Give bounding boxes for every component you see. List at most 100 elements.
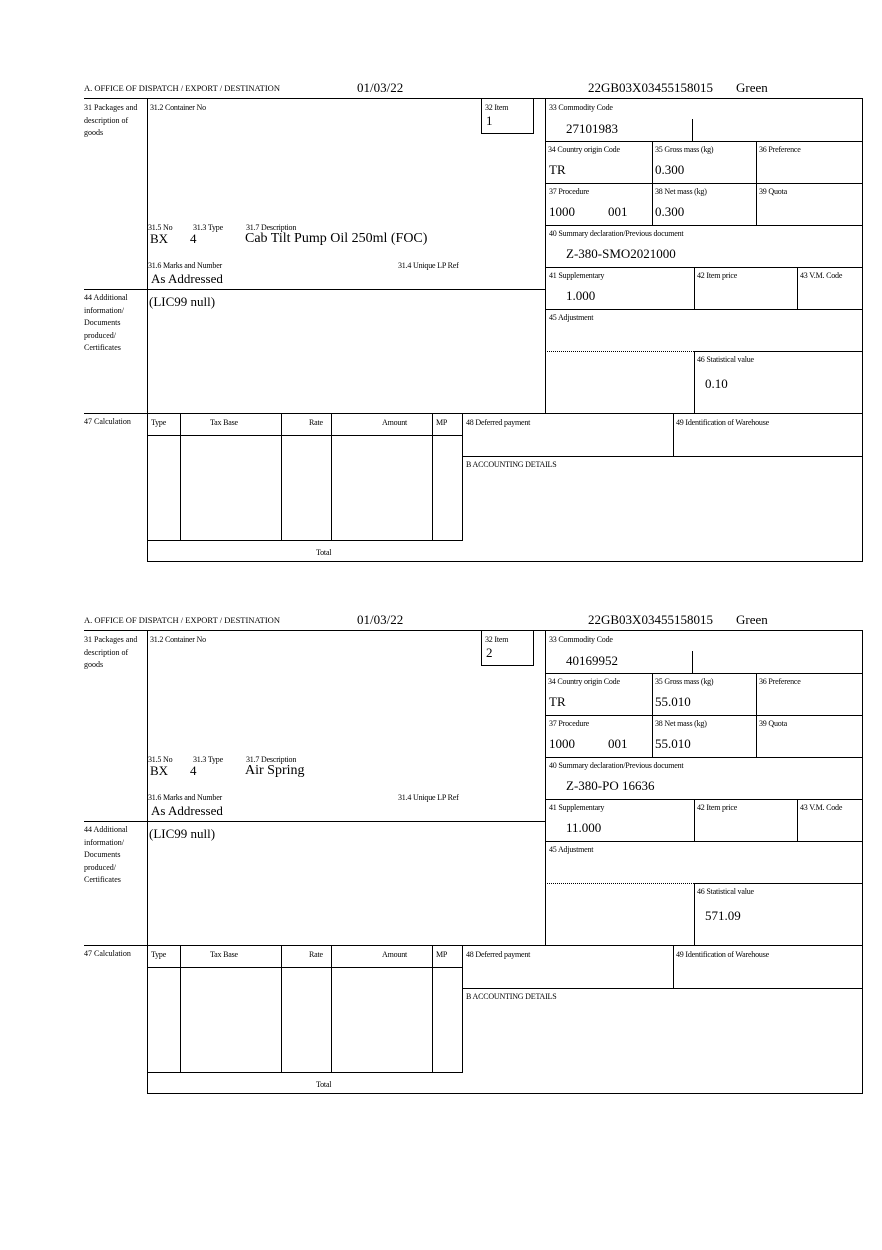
rule <box>694 883 695 945</box>
rule <box>147 1072 463 1073</box>
rule <box>694 351 863 352</box>
rule <box>545 267 863 268</box>
office-label: A. OFFICE OF DISPATCH / EXPORT / DESTINA… <box>84 615 280 625</box>
rule <box>147 967 463 968</box>
rule <box>147 435 463 436</box>
rule <box>545 841 863 842</box>
warehouse-id-label: 49 Identification of Warehouse <box>676 418 769 427</box>
rule <box>545 757 863 758</box>
box47-label: 47 Calculation <box>84 949 131 958</box>
quota-label: 39 Quota <box>759 187 787 196</box>
package-type-value: 4 <box>190 763 197 778</box>
previous-document-value: Z-380-SMO2021000 <box>566 246 676 261</box>
calc-amount-header: Amount <box>382 950 408 959</box>
box47-label: 47 Calculation <box>84 417 131 426</box>
description-label: 31.7 Description <box>246 755 297 764</box>
rule <box>481 133 534 134</box>
item-price-label: 42 Item price <box>697 803 738 812</box>
adjustment-label: 45 Adjustment <box>549 313 594 322</box>
item-value: 1 <box>486 113 493 128</box>
additional-info-value: (LIC99 null) <box>149 294 216 309</box>
calc-total-label: Total <box>316 548 332 557</box>
rule <box>147 98 148 562</box>
rule <box>147 561 863 562</box>
net-mass-label: 38 Net mass (kg) <box>655 719 707 728</box>
rule <box>692 651 693 673</box>
rule <box>545 351 694 352</box>
item-label: 32 Item <box>485 103 509 112</box>
net-mass-value: 0.300 <box>655 204 685 219</box>
rule <box>545 98 546 414</box>
box31-label: 31 Packages and description of goods <box>84 103 138 137</box>
statistical-value-value: 0.10 <box>705 376 728 391</box>
rule <box>545 141 863 142</box>
reference-value: 22GB03X03455158015 <box>588 612 713 627</box>
marks-label: 31.6 Marks and Number <box>148 793 223 802</box>
country-origin-label: 34 Country origin Code <box>548 145 620 154</box>
rule <box>545 225 863 226</box>
calc-tax-base-header: Tax Base <box>210 418 238 427</box>
date-value: 01/03/22 <box>357 80 404 95</box>
commodity-code-value: 27101983 <box>566 121 618 136</box>
description-value: Cab Tilt Pump Oil 250ml (FOC) <box>245 231 428 246</box>
rule <box>545 309 863 310</box>
rule <box>462 988 863 989</box>
rule <box>694 351 695 413</box>
country-origin-value: TR <box>549 162 566 177</box>
rule <box>281 945 282 1072</box>
rule <box>84 821 546 822</box>
vm-code-label: 43 V.M. Code <box>800 271 843 280</box>
unique-lp-ref-label: 31.4 Unique LP Ref <box>398 793 459 802</box>
rule <box>462 945 463 1072</box>
gross-mass-value: 0.300 <box>655 162 685 177</box>
rule <box>84 945 863 946</box>
rule <box>84 630 863 631</box>
calc-tax-base-header: Tax Base <box>210 950 238 959</box>
calc-rate-header: Rate <box>309 418 323 427</box>
declaration-item-block: A. OFFICE OF DISPATCH / EXPORT / DESTINA… <box>0 612 882 1112</box>
office-label: A. OFFICE OF DISPATCH / EXPORT / DESTINA… <box>84 83 280 93</box>
rule <box>481 665 534 666</box>
calc-rate-header: Rate <box>309 950 323 959</box>
deferred-payment-label: 48 Deferred payment <box>466 950 531 959</box>
rule <box>462 413 463 540</box>
rule <box>147 540 463 541</box>
country-origin-label: 34 Country origin Code <box>548 677 620 686</box>
statistical-value-label: 46 Statistical value <box>697 887 754 896</box>
description-value: Air Spring <box>245 763 305 778</box>
gross-mass-label: 35 Gross mass (kg) <box>655 677 714 686</box>
country-origin-value: TR <box>549 694 566 709</box>
commodity-code-label: 33 Commodity Code <box>549 103 613 112</box>
item-value: 2 <box>486 645 493 660</box>
rule <box>545 673 863 674</box>
gross-mass-label: 35 Gross mass (kg) <box>655 145 714 154</box>
calc-mp-header: MP <box>436 418 448 427</box>
package-no-value: BX <box>150 763 169 778</box>
preference-label: 36 Preference <box>759 145 801 154</box>
box31-label: 31 Packages and description of goods <box>84 635 138 669</box>
rule <box>797 799 798 841</box>
adjustment-label: 45 Adjustment <box>549 845 594 854</box>
previous-document-value: Z-380-PO 16636 <box>566 778 655 793</box>
statistical-value-value: 571.09 <box>705 908 741 923</box>
previous-document-label: 40 Summary declaration/Previous document <box>549 761 684 770</box>
rule <box>147 1093 863 1094</box>
declaration-item-block: A. OFFICE OF DISPATCH / EXPORT / DESTINA… <box>0 80 882 580</box>
procedure-additional-value: 001 <box>608 736 628 751</box>
rule <box>545 630 546 946</box>
accounting-details-label: B ACCOUNTING DETAILS <box>466 460 557 469</box>
rule <box>84 289 546 290</box>
additional-info-value: (LIC99 null) <box>149 826 216 841</box>
commodity-code-value: 40169952 <box>566 653 618 668</box>
net-mass-value: 55.010 <box>655 736 691 751</box>
item-label: 32 Item <box>485 635 509 644</box>
procedure-additional-value: 001 <box>608 204 628 219</box>
gross-mass-value: 55.010 <box>655 694 691 709</box>
package-no-label: 31.5 No <box>148 223 173 232</box>
calc-total-label: Total <box>316 1080 332 1089</box>
rule <box>331 413 332 540</box>
marks-value: As Addressed <box>151 271 223 286</box>
unique-lp-ref-label: 31.4 Unique LP Ref <box>398 261 459 270</box>
quota-label: 39 Quota <box>759 719 787 728</box>
package-no-label: 31.5 No <box>148 755 173 764</box>
